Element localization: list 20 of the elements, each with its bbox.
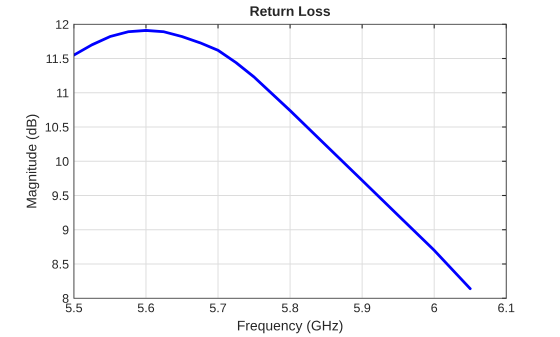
x-tick-label: 5.6 (138, 303, 154, 312)
y-tick-label: 8.5 (52, 260, 69, 269)
x-tick-label: 5.7 (210, 304, 226, 312)
y-tick-label: 11.5 (46, 54, 69, 64)
line-series (74, 29, 472, 290)
x-tick-label: 5.5 (66, 304, 82, 312)
y-tick-label: 11 (57, 88, 68, 98)
y-tick-label: 8 (62, 294, 69, 303)
y-tick-label: 10 (56, 157, 69, 166)
y-tick-label: 10.5 (46, 122, 69, 132)
y-tick-label: 9 (62, 226, 68, 234)
x-tick-label: 5.9 (354, 303, 370, 312)
x-tick-label: 5.8 (282, 303, 298, 312)
chart-title: Return Loss (250, 6, 330, 16)
x-tick-label: 6 (431, 303, 438, 312)
x-axis-title: Frequency (GHz) (238, 320, 342, 334)
x-tick-label: 6.1 (498, 303, 514, 312)
y-axis-title: Magnitude (dB) (26, 114, 40, 208)
y-tick-label: 12 (56, 20, 68, 29)
y-tick-label: 9.5 (52, 191, 69, 200)
